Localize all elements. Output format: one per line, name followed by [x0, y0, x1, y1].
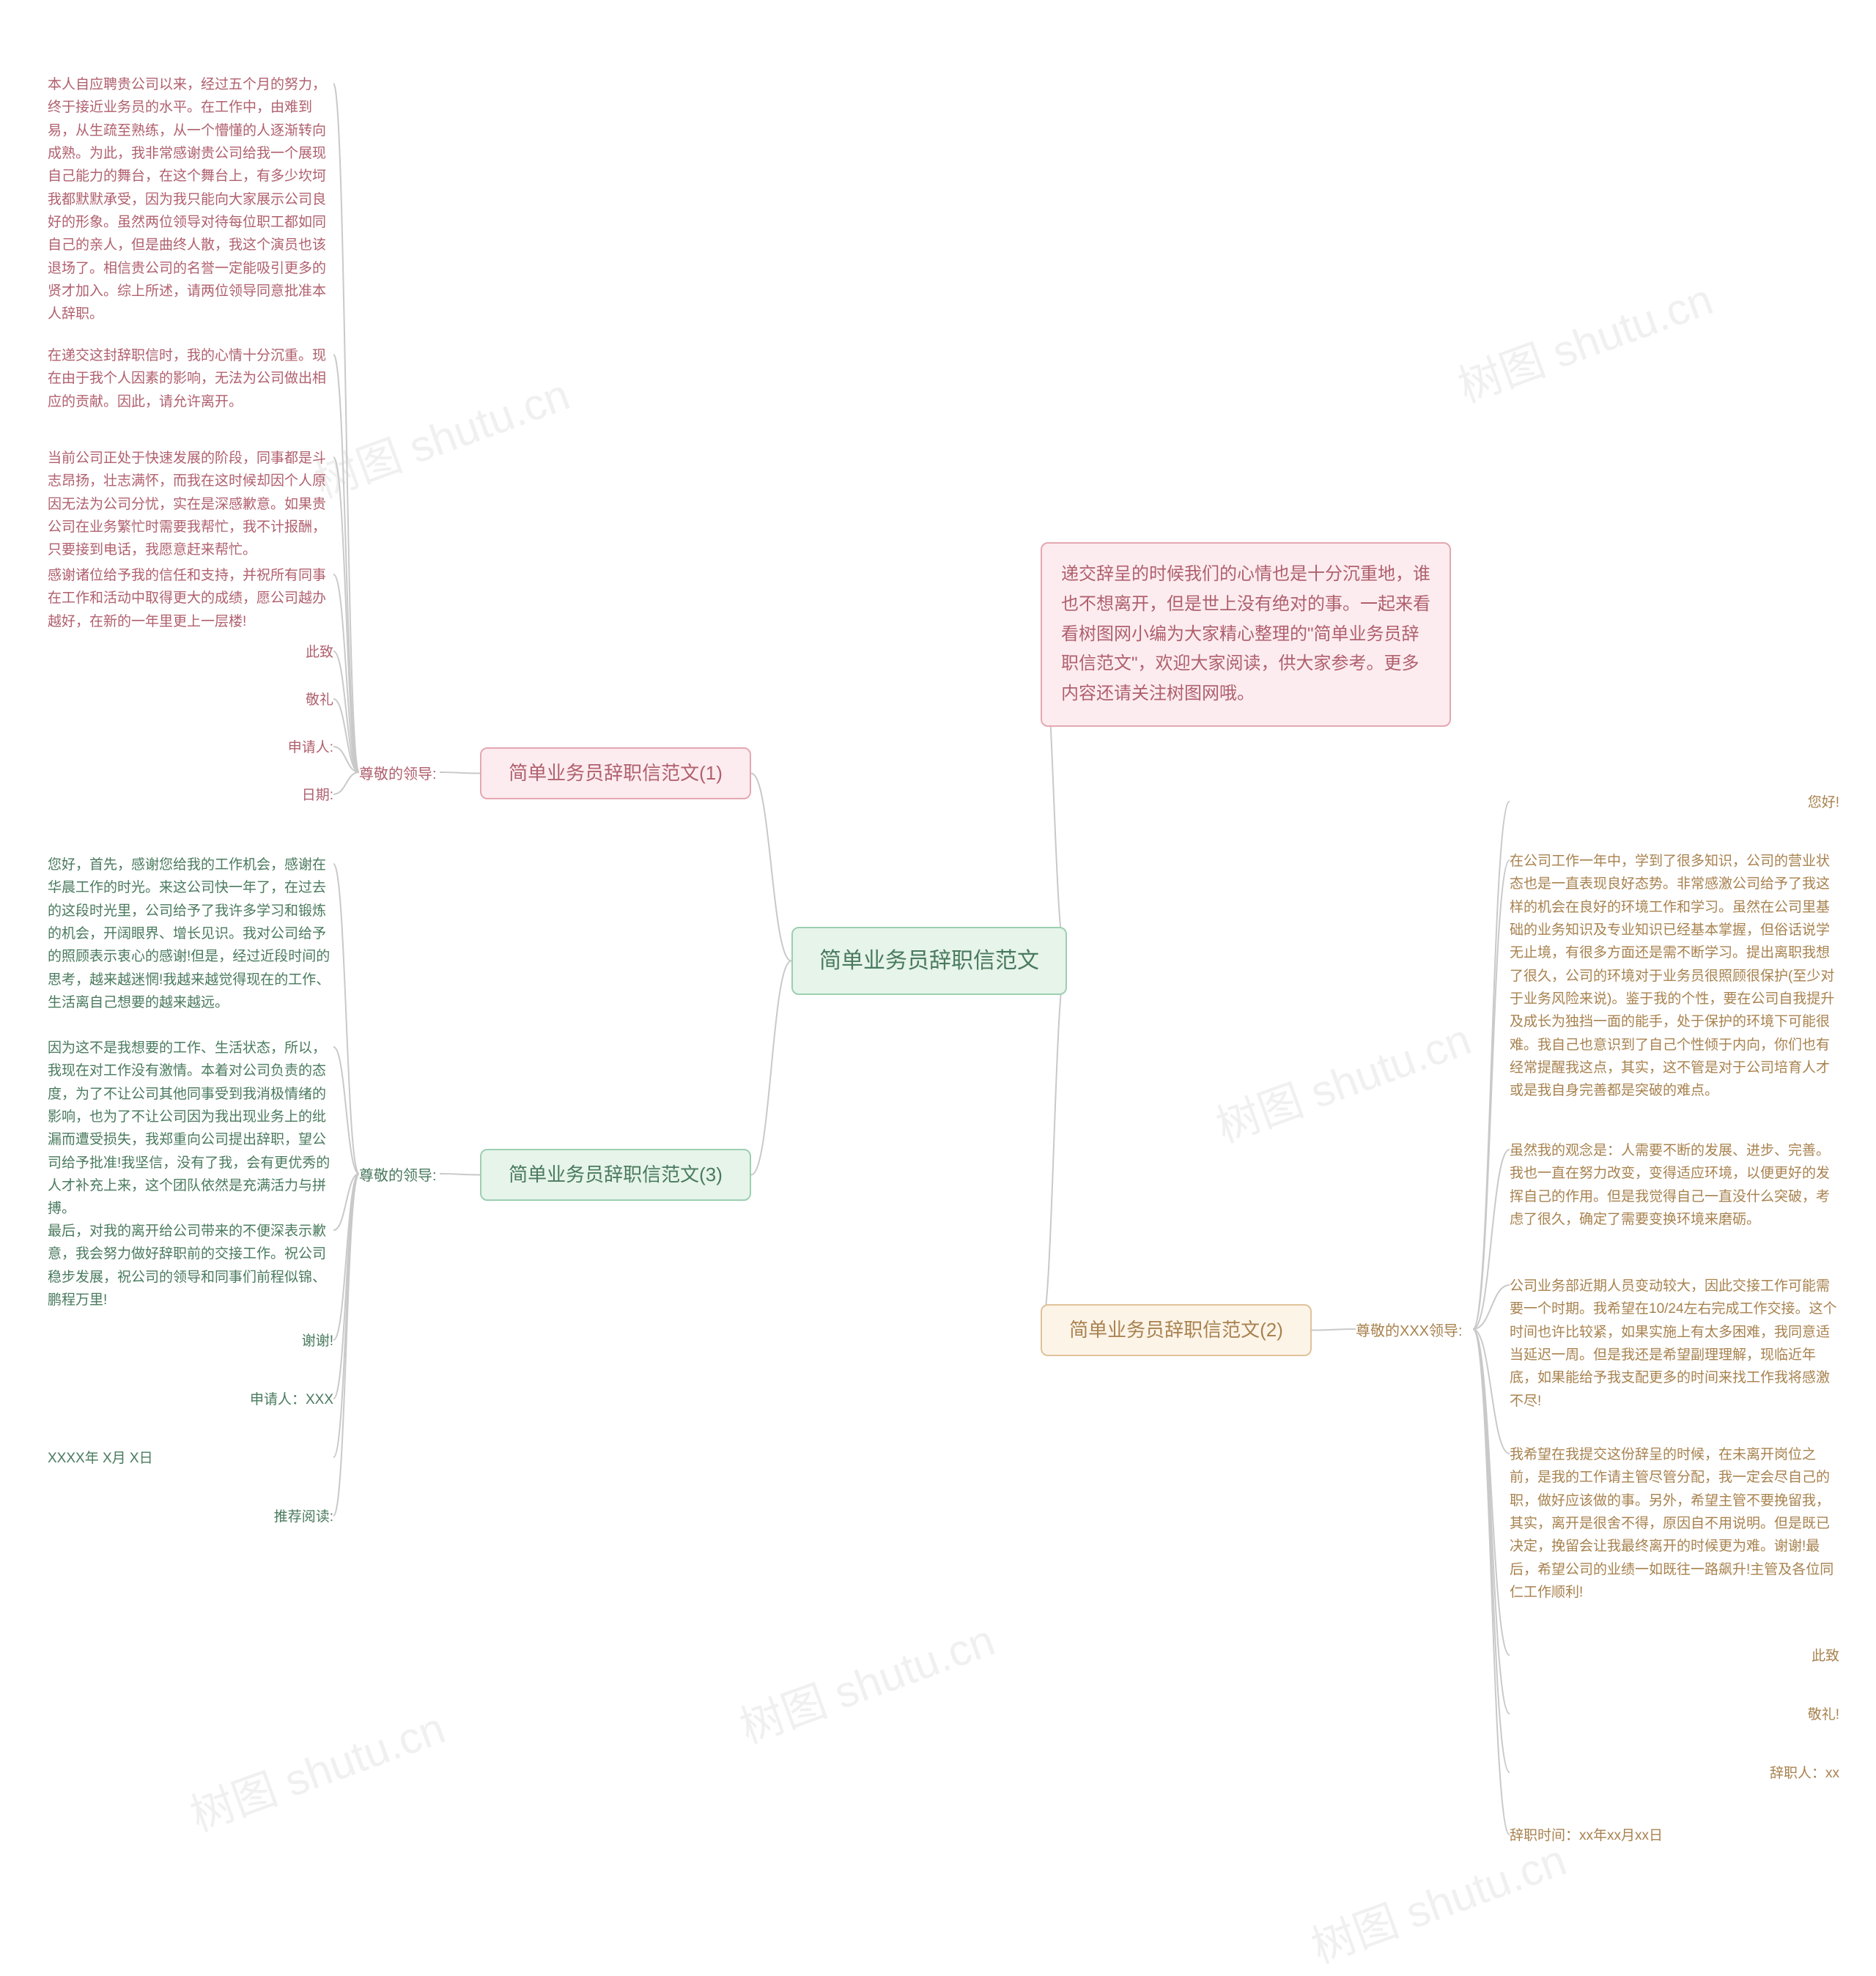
branch1-leaf: 日期: — [48, 784, 333, 807]
intro-node: 递交辞呈的时候我们的心情也是十分沉重地，谁也不想离开，但是世上没有绝对的事。一起… — [1041, 542, 1451, 727]
branch1-leaf: 此致 — [48, 641, 333, 664]
branch3-node: 简单业务员辞职信范文(3) — [480, 1149, 751, 1201]
branch1-leaf: 感谢诸位给予我的信任和支持，并祝所有同事在工作和活动中取得更大的成绩，愿公司越办… — [48, 564, 333, 633]
branch2-leaf: 在公司工作一年中，学到了很多知识，公司的营业状态也是一直表现良好态势。非常感激公… — [1510, 850, 1839, 1103]
watermark: 树图 shutu.cn — [180, 1692, 452, 1843]
branch2-leaf: 敬礼! — [1510, 1703, 1839, 1726]
center-node: 简单业务员辞职信范文 — [791, 927, 1067, 995]
branch3-sublabel: 尊敬的领导: — [359, 1163, 437, 1185]
watermark: 树图 shutu.cn — [1301, 1824, 1573, 1975]
branch2-leaf: 您好! — [1510, 791, 1839, 814]
branch1-node: 简单业务员辞职信范文(1) — [480, 747, 751, 799]
branch1-sublabel: 尊敬的领导: — [359, 762, 437, 783]
branch3-leaf: 因为这不是我想要的工作、生活状态，所以，我现在对工作没有激情。本着对公司负责的态… — [48, 1037, 333, 1221]
branch1-leaf: 申请人: — [48, 736, 333, 759]
branch2-node: 简单业务员辞职信范文(2) — [1041, 1304, 1312, 1356]
watermark: 树图 shutu.cn — [1206, 1004, 1478, 1155]
branch1-leaf: 敬礼 — [48, 689, 333, 711]
branch1-leaf: 在递交这封辞职信时，我的心情十分沉重。现在由于我个人因素的影响，无法为公司做出相… — [48, 344, 333, 413]
branch3-leaf: XXXX年 X月 X日 — [48, 1447, 333, 1470]
branch3-leaf: 您好，首先，感谢您给我的工作机会，感谢在华晨工作的时光。来这公司快一年了，在过去… — [48, 854, 333, 1014]
branch2-leaf: 辞职时间：xx年xx月xx日 — [1510, 1824, 1839, 1847]
branch1-leaf: 本人自应聘贵公司以来，经过五个月的努力，终于接近业务员的水平。在工作中，由难到易… — [48, 73, 333, 326]
branch2-sublabel: 尊敬的XXX领导: — [1356, 1319, 1463, 1340]
branch2-leaf: 此致 — [1510, 1645, 1839, 1668]
branch2-leaf: 虽然我的观念是：人需要不断的发展、进步、完善。我也一直在努力改变，变得适应环境，… — [1510, 1139, 1839, 1231]
branch3-leaf: 申请人：XXX — [48, 1388, 333, 1411]
branch1-leaf: 当前公司正处于快速发展的阶段，同事都是斗志昂扬，壮志满怀，而我在这时候却因个人原… — [48, 447, 333, 562]
branch2-leaf: 公司业务部近期人员变动较大，因此交接工作可能需要一个时期。我希望在10/24左右… — [1510, 1275, 1839, 1413]
branch2-leaf: 辞职人：xx — [1510, 1762, 1839, 1785]
branch3-leaf: 推荐阅读: — [48, 1506, 333, 1528]
watermark: 树图 shutu.cn — [1448, 264, 1720, 415]
branch2-leaf: 我希望在我提交这份辞呈的时候，在未离开岗位之前，是我的工作请主管尽管分配，我一定… — [1510, 1443, 1839, 1604]
branch3-leaf: 最后，对我的离开给公司带来的不便深表示歉意，我会努力做好辞职前的交接工作。祝公司… — [48, 1220, 333, 1311]
watermark: 树图 shutu.cn — [730, 1605, 1002, 1755]
watermark: 树图 shutu.cn — [305, 359, 577, 510]
branch3-leaf: 谢谢! — [48, 1330, 333, 1353]
